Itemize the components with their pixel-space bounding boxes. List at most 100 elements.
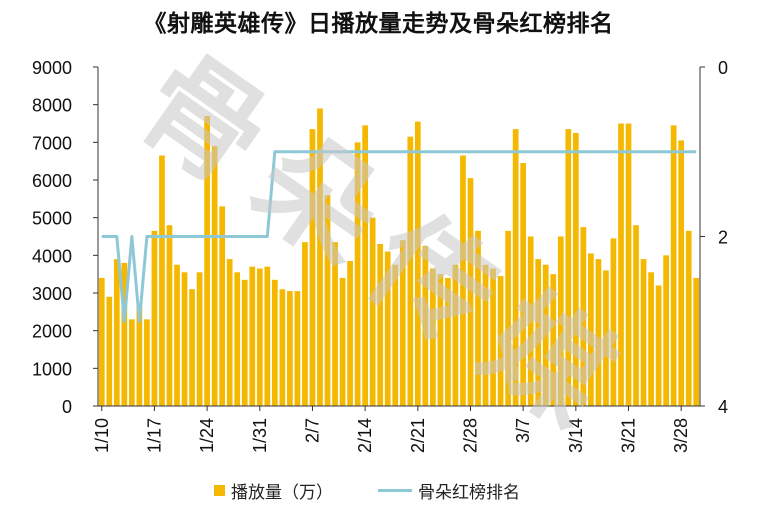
legend-line-swatch xyxy=(378,489,412,492)
bar xyxy=(663,255,669,406)
bar xyxy=(211,146,218,406)
y-right-tick-label: 2 xyxy=(718,228,728,248)
x-tick-label: 3/28 xyxy=(671,418,691,453)
bar xyxy=(347,260,353,406)
bar xyxy=(678,140,685,406)
bar xyxy=(256,268,263,406)
bar xyxy=(580,227,587,406)
bar xyxy=(655,285,662,406)
bar xyxy=(648,272,654,406)
bar xyxy=(151,230,158,406)
bar xyxy=(384,251,391,406)
y-left-tick-label: 2000 xyxy=(32,322,72,342)
bar xyxy=(377,244,384,406)
x-tick-label: 1/10 xyxy=(92,418,112,453)
rank-line-series xyxy=(101,150,697,323)
bar xyxy=(339,277,346,406)
bar xyxy=(603,270,609,406)
bar xyxy=(399,240,406,406)
rank-line xyxy=(101,150,697,323)
y-left-tick-label: 6000 xyxy=(32,171,72,191)
bar xyxy=(226,259,233,406)
bar xyxy=(542,264,549,406)
bar xyxy=(557,236,564,406)
bar xyxy=(497,276,504,406)
bar xyxy=(482,264,489,406)
bar xyxy=(249,266,256,406)
x-tick-label: 2/7 xyxy=(303,418,323,443)
bar xyxy=(595,259,602,406)
chart-title: 《射雕英雄传》日播放量走势及骨朵红榜排名 xyxy=(143,11,614,37)
bar xyxy=(407,136,414,406)
y-left-tick-label: 4000 xyxy=(32,246,72,266)
y-left-tick-label: 3000 xyxy=(32,284,72,304)
bar xyxy=(685,230,692,406)
x-tick-label: 1/24 xyxy=(197,418,217,453)
x-tick-label: 1/31 xyxy=(250,418,270,453)
bar xyxy=(174,264,180,406)
bar xyxy=(106,296,113,406)
bar xyxy=(324,195,331,406)
bar xyxy=(640,259,647,406)
bar xyxy=(670,125,677,406)
bar xyxy=(144,319,150,406)
bar xyxy=(460,155,466,406)
y-right-tick-label: 4 xyxy=(718,397,728,417)
bar xyxy=(633,225,639,406)
bar xyxy=(121,262,128,406)
y-right-tick-label: 0 xyxy=(718,58,728,78)
x-tick-label: 1/17 xyxy=(144,418,164,453)
x-tick-label: 2/21 xyxy=(408,418,428,453)
y-left-tick-label: 5000 xyxy=(32,209,72,229)
bar xyxy=(136,304,143,406)
axes: 0 1000 2000 3000 4000 5000 6000 7000 8000 9000 0 2 4… xyxy=(32,58,728,453)
bar xyxy=(302,242,308,406)
bar xyxy=(588,253,594,406)
y-left-tick-label: 1000 xyxy=(32,359,72,379)
bar xyxy=(98,277,105,406)
x-tick-label: 3/14 xyxy=(566,418,586,453)
bar xyxy=(234,272,241,406)
y-left-tick-label: 9000 xyxy=(32,58,72,78)
bar xyxy=(550,274,557,406)
legend-bar-swatch xyxy=(214,485,225,496)
bar xyxy=(181,272,188,406)
bar xyxy=(437,274,444,406)
bar xyxy=(565,129,572,406)
bar xyxy=(219,206,226,406)
bar xyxy=(241,279,248,406)
bar xyxy=(189,289,195,406)
bar xyxy=(693,277,700,406)
legend-item-bars: 播放量（万） xyxy=(214,478,333,503)
x-tick-label: 3/7 xyxy=(513,418,533,443)
bar xyxy=(490,268,496,406)
bar xyxy=(159,155,165,406)
bar xyxy=(279,289,286,406)
x-tick-label: 3/21 xyxy=(619,418,639,453)
bar xyxy=(610,238,617,406)
y-left-tick-label: 7000 xyxy=(32,133,72,153)
bar xyxy=(430,268,436,406)
bar xyxy=(520,163,527,406)
x-tick-label: 2/28 xyxy=(461,418,481,453)
bar xyxy=(467,178,474,406)
bar xyxy=(572,132,579,407)
bar xyxy=(332,242,338,406)
bar xyxy=(196,272,203,406)
bar xyxy=(309,129,316,406)
legend-line-label: 骨朵红榜排名 xyxy=(418,483,520,503)
bar xyxy=(505,230,511,406)
bar xyxy=(392,264,399,406)
y-left-tick-label: 8000 xyxy=(32,96,72,116)
bar xyxy=(445,277,451,406)
bar xyxy=(113,259,120,406)
bar xyxy=(475,230,481,406)
bar xyxy=(287,291,293,406)
bar xyxy=(414,121,421,407)
bar xyxy=(625,123,632,406)
bar-series xyxy=(98,108,700,407)
bar xyxy=(264,266,271,406)
bar xyxy=(452,264,459,406)
bar xyxy=(535,259,542,406)
